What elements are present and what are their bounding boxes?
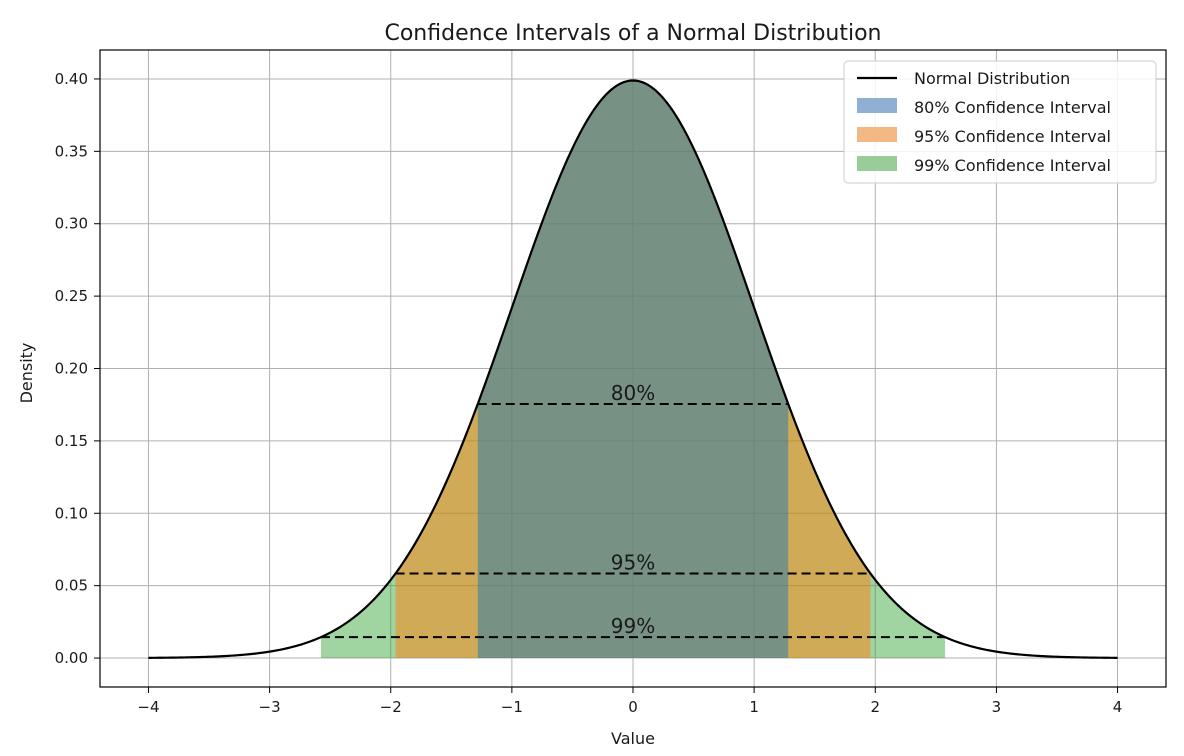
x-tick-label: −3 xyxy=(259,698,281,716)
y-tick-label: 0.40 xyxy=(55,70,88,88)
legend-label-80: 80% Confidence Interval xyxy=(914,98,1111,117)
y-tick-label: 0.20 xyxy=(55,360,88,378)
curve-layer xyxy=(148,79,1118,659)
x-tick-label: −4 xyxy=(137,698,159,716)
legend-patch-95 xyxy=(857,127,897,142)
x-axis-label: Value xyxy=(611,729,655,748)
chart-title: Confidence Intervals of a Normal Distrib… xyxy=(384,21,881,46)
legend-patch-80 xyxy=(857,98,897,113)
interval-labels: 99% 95% 80% xyxy=(611,381,655,638)
legend-frame xyxy=(843,60,1157,184)
y-axis-label: Density xyxy=(17,343,36,404)
x-tick-label: 3 xyxy=(992,698,1002,716)
interval-fill-80 xyxy=(477,80,789,659)
normal-curve xyxy=(148,79,1118,659)
interval-label-99: 99% xyxy=(611,614,655,638)
legend-label-95: 95% Confidence Interval xyxy=(914,127,1111,146)
interval-fills xyxy=(320,80,946,659)
interval-lines xyxy=(320,402,946,639)
y-tick-label: 0.10 xyxy=(55,504,88,522)
x-tick-label: 4 xyxy=(1113,698,1123,716)
x-tick-label: 1 xyxy=(749,698,759,716)
y-tick-label: 0.15 xyxy=(55,432,88,450)
y-tick-label: 0.25 xyxy=(55,287,88,305)
y-tick-label: 0.00 xyxy=(55,649,88,667)
legend: Normal Distribution 80% Confidence Inter… xyxy=(843,60,1157,184)
y-tick-label: 0.05 xyxy=(55,577,88,595)
x-tick-label: 0 xyxy=(628,698,638,716)
x-tick-label: 2 xyxy=(870,698,880,716)
x-tick-label: −2 xyxy=(380,698,402,716)
legend-label-normal: Normal Distribution xyxy=(914,69,1070,88)
y-tick-label: 0.35 xyxy=(55,142,88,160)
interval-label-95: 95% xyxy=(611,550,655,574)
legend-patch-99 xyxy=(857,156,897,171)
interval-label-80: 80% xyxy=(611,381,655,405)
y-tick-label: 0.30 xyxy=(55,215,88,233)
x-tick-label: −1 xyxy=(501,698,523,716)
legend-label-99: 99% Confidence Interval xyxy=(914,156,1111,175)
axis-ticks: −4 −3 −2 −1 0 1 2 3 4 0.00 0.05 0.10 0.15 0.20 0.25 0.3… xyxy=(55,70,1123,716)
